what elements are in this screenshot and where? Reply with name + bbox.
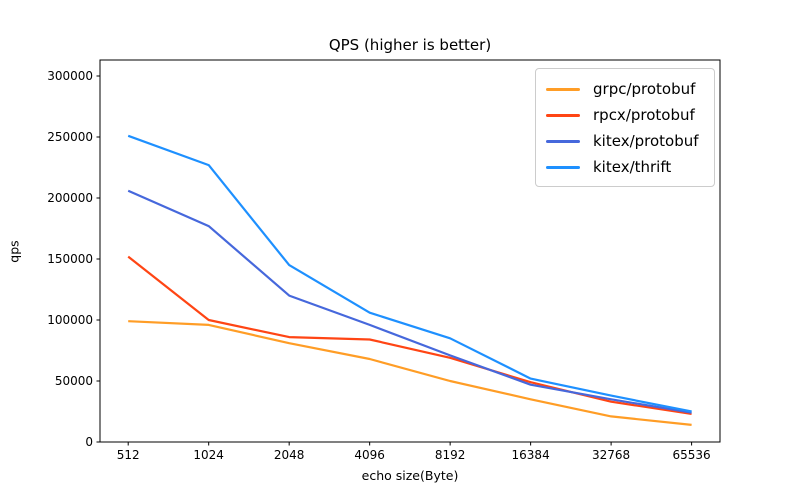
x-tick-label: 512 [117,448,140,462]
legend-label: kitex/thrift [593,157,672,176]
y-tick-label: 100000 [47,313,93,327]
series-line-rpcx-protobuf [127,255,692,415]
x-tick-label: 4096 [354,448,385,462]
chart-title: QPS (higher is better) [328,36,492,54]
axes-spines [99,59,721,443]
legend-label: rpcx/protobuf [593,105,695,124]
y-axis-label: qps [6,240,22,263]
legend-label: grpc/protobuf [593,79,696,98]
x-tick-label: 65536 [673,448,711,462]
legend-swatch-rpcx-protobuf [546,113,580,117]
y-tick-label: 50000 [55,374,93,388]
x-tick-label: 16384 [512,448,550,462]
y-tick-label: 200000 [47,191,93,205]
legend-swatch-kitex-thrift [546,165,580,169]
legend-item-kitex-protobuf: kitex/protobuf [546,128,704,154]
legend-item-kitex-thrift: kitex/thrift [546,154,704,180]
series-line-kitex-protobuf [127,189,692,414]
x-tick-label: 8192 [435,448,466,462]
x-tick-label: 32768 [592,448,630,462]
series-lines [127,134,692,426]
legend-item-rpcx-protobuf: rpcx/protobuf [546,102,704,128]
y-tick-label: 250000 [47,130,93,144]
legend-item-grpc-protobuf: grpc/protobuf [546,76,704,102]
y-tick-label: 0 [85,435,93,449]
y-tick-label: 150000 [47,252,93,266]
x-axis: 512 1024 2048 4096 8192 16384 32768 65536 [117,442,711,462]
legend: grpc/protobuf rpcx/protobuf kitex/protobuf… [535,68,715,187]
series-line-kitex-thrift [127,134,692,413]
x-tick-label: 2048 [274,448,305,462]
series-line-grpc-protobuf [128,320,692,426]
legend-swatch-kitex-protobuf [546,139,580,143]
legend-swatch-grpc-protobuf [546,87,580,91]
y-tick-label: 300000 [47,69,93,83]
x-tick-label: 1024 [193,448,224,462]
y-axis: 0 50000 100000 150000 200000 250000 300000 [47,69,100,449]
legend-label: kitex/protobuf [593,131,699,150]
x-axis-label: echo size(Byte) [361,468,459,483]
